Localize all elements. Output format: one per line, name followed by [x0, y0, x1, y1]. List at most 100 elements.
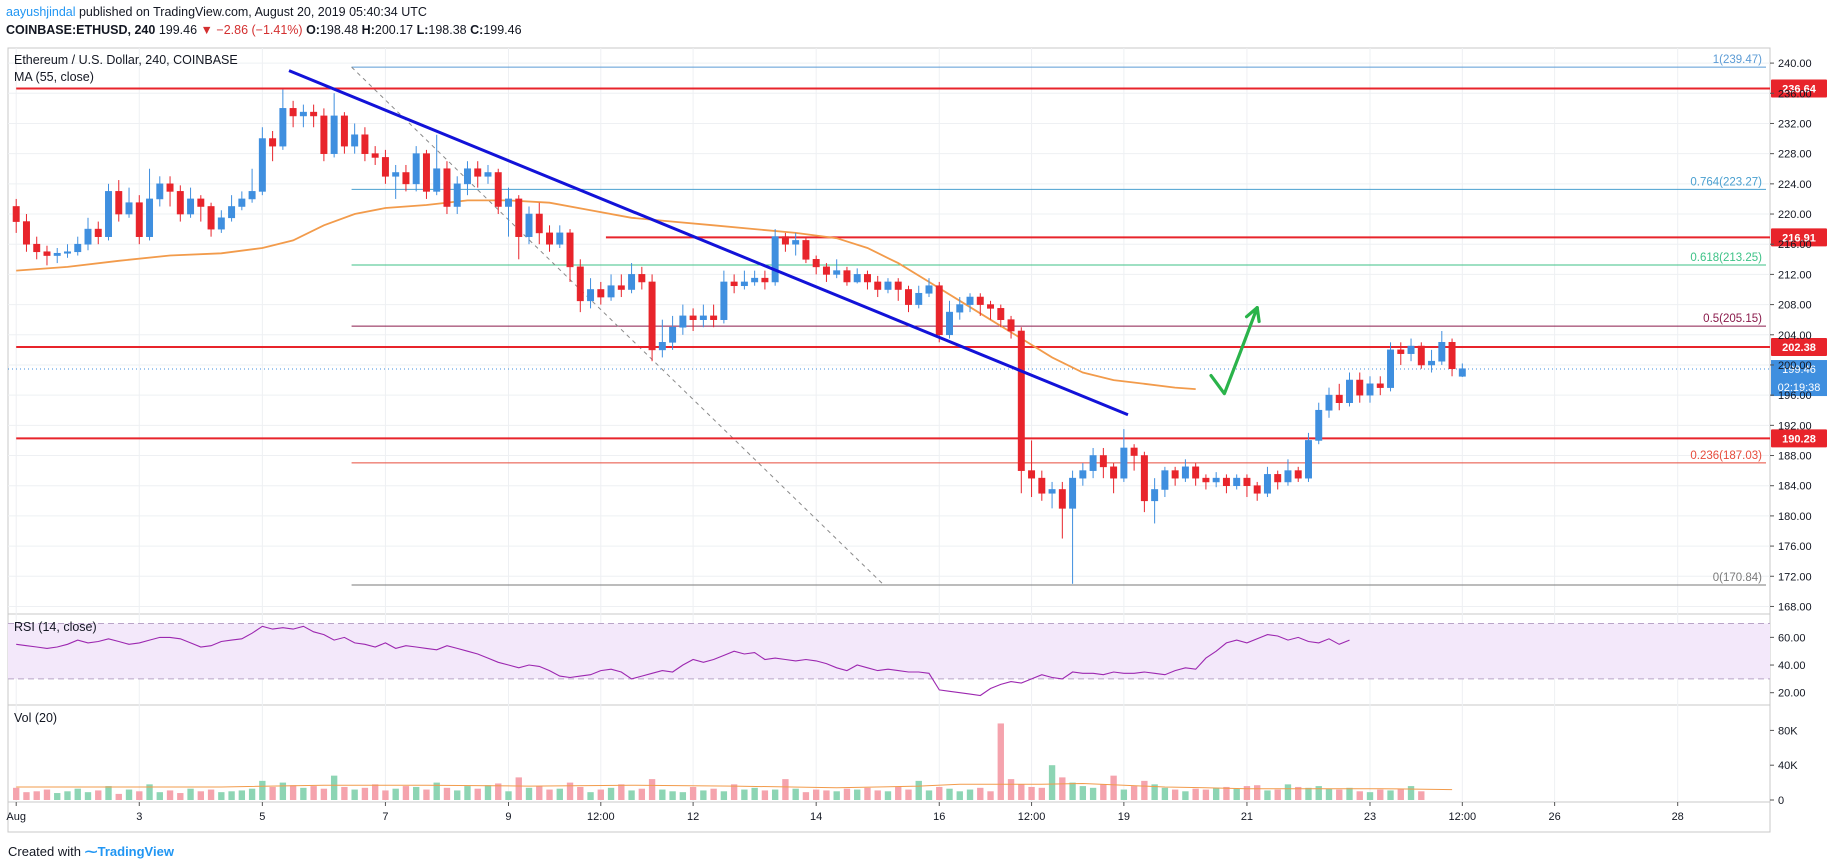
rsi-band [8, 623, 1770, 679]
candle-bearish [1253, 485, 1261, 494]
volume-bar [330, 775, 338, 800]
candle-bearish [43, 251, 51, 256]
price-chart[interactable]: 1(239.47) 0.764(223.27) 0.618(213.25) 0.5(2… [0, 42, 1828, 842]
volume-tick-label: 0 [1778, 795, 1784, 807]
candle-bearish [1335, 394, 1343, 403]
chart-frame [7, 47, 1771, 833]
candle-bearish [361, 134, 369, 154]
volume-bar [341, 786, 348, 800]
volume-bar [238, 790, 246, 800]
volume-bar [1120, 789, 1128, 800]
volume-bar [1151, 784, 1158, 800]
tradingview-brand[interactable]: TradingView [97, 844, 174, 859]
low-label: L: [416, 23, 429, 37]
last-price-label: 199.46 [1782, 364, 1816, 376]
volume-bar [1377, 789, 1384, 800]
price-tick-label: 180.00 [1778, 511, 1812, 523]
candle-bearish [535, 213, 543, 234]
candle-bullish [351, 134, 359, 147]
price-tick-label: 228.00 [1778, 149, 1812, 161]
volume-bar [1233, 788, 1240, 800]
candle-bullish [966, 296, 974, 305]
volume-bar [1018, 784, 1025, 800]
volume-bar [946, 788, 953, 800]
volume-bar [792, 788, 799, 800]
volume-bar [925, 790, 933, 800]
candle-bullish [915, 292, 923, 305]
volume-bar [156, 792, 163, 800]
volume-pane: 80K 40K 0 [13, 723, 1798, 807]
candle-bearish [566, 232, 574, 268]
chart-title: Ethereum / U.S. Dollar, 240, COINBASE [14, 53, 238, 67]
volume-bar [874, 790, 881, 800]
candle-bullish [463, 168, 471, 185]
volume-bar [895, 786, 902, 800]
candle-bullish [105, 191, 112, 237]
support-resistance-levels[interactable]: 236.64 216.91 202.38 190.28 199.46 02:19:38 [8, 79, 1827, 448]
candle-bearish [546, 232, 554, 245]
author-link[interactable]: aayushjindal [6, 5, 76, 19]
volume-bar [177, 793, 184, 800]
volume-bar [1007, 779, 1015, 800]
time-tick-label: 3 [136, 811, 142, 823]
level-price-label: 202.38 [1782, 342, 1816, 354]
volume-bar [997, 723, 1004, 800]
volume-bar [382, 790, 389, 800]
plot-border [7, 47, 1771, 833]
time-axis[interactable]: Aug 3 5 7 9 12:00 12 14 16 12:00 19 21 23 12:00 26 28 [6, 802, 1684, 823]
volume-bar [505, 791, 512, 800]
candle-bearish [1038, 477, 1046, 494]
volume-bar [1223, 786, 1230, 800]
fib-label-0.236: 0.236(187.03) [1690, 450, 1762, 462]
time-tick-label: 26 [1548, 811, 1560, 823]
candle-bullish [146, 198, 154, 237]
candle-bearish [207, 206, 215, 230]
candle-bearish [1028, 470, 1036, 479]
tradingview-logo-icon: ⁓ [84, 844, 98, 859]
close-label: C: [470, 23, 484, 37]
volume-bar [525, 787, 533, 800]
candle-bullish [1048, 489, 1056, 494]
volume-bar [597, 789, 604, 800]
price-tick-label: 224.00 [1778, 179, 1812, 191]
volume-bar [207, 789, 215, 800]
volume-bar [1356, 791, 1363, 800]
candle-bearish [1192, 466, 1200, 479]
symbol-line: COINBASE:ETHUSD, 240 199.46 ▼ −2.86 (−1.… [6, 23, 522, 37]
fib-label-1: 1(239.47) [1713, 54, 1762, 66]
candle-bullish [1458, 368, 1466, 377]
price-axis[interactable]: 240.00 236.00 232.00 228.00 224.00 220.00 216.… [1770, 58, 1812, 613]
candle-bullish [740, 281, 748, 287]
candle-bullish [699, 315, 707, 320]
volume-bar [577, 786, 584, 800]
fibonacci-retracement[interactable]: 1(239.47) 0.764(223.27) 0.618(213.25) 0.5(2… [351, 54, 1766, 586]
time-tick-label: 12:00 [1449, 811, 1477, 823]
drawings[interactable] [288, 69, 1261, 417]
candle-bearish [822, 266, 830, 275]
volume-bar [700, 790, 707, 800]
volume-bar [1141, 780, 1148, 800]
candle-bearish [320, 115, 328, 154]
level-price-tag [1771, 337, 1827, 356]
candle-bullish [433, 168, 441, 192]
volume-bar [1202, 789, 1210, 800]
volume-bar [1274, 789, 1281, 800]
volume-bar [956, 791, 963, 800]
volume-bar [95, 790, 102, 800]
volume-bar [628, 790, 635, 800]
candle-bullish [607, 285, 615, 298]
candle-bullish [853, 274, 861, 283]
volume-bar [443, 787, 451, 800]
volume-bar [33, 791, 40, 800]
volume-bar [1192, 788, 1199, 800]
time-tick-label: 28 [1672, 811, 1684, 823]
time-tick-label: 21 [1241, 811, 1253, 823]
volume-bar [1295, 786, 1302, 800]
volume-bar [669, 791, 676, 800]
candle-bullish [771, 236, 779, 283]
rsi-tick-label: 20.00 [1778, 688, 1806, 700]
volume-bar [279, 782, 287, 800]
volume-bar [1387, 790, 1394, 800]
candle-bearish [494, 172, 502, 207]
candle-bearish [197, 198, 205, 207]
